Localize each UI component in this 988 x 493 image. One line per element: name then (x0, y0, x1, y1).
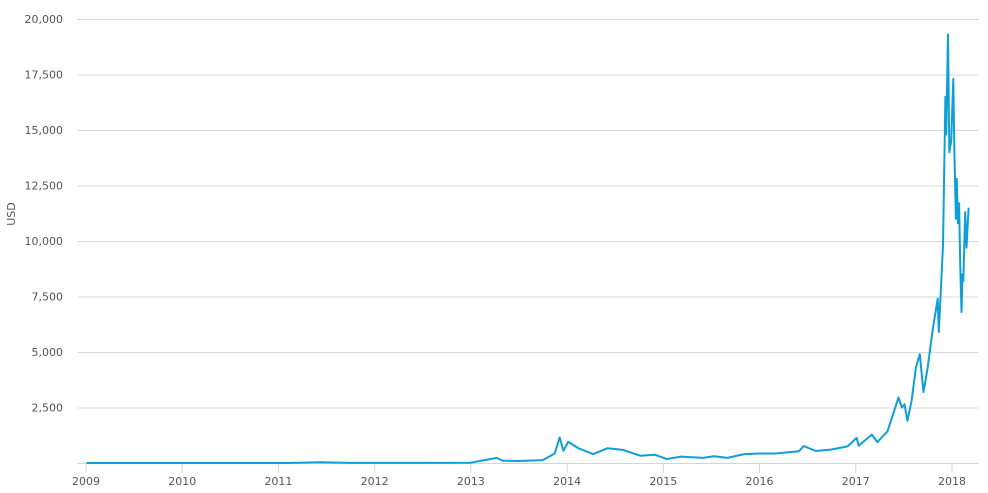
x-tick-label: 2010 (168, 475, 196, 488)
x-tick-label: 2012 (361, 475, 389, 488)
series-line (86, 33, 970, 464)
x-tick-label: 2011 (264, 475, 292, 488)
x-tick-label: 2015 (649, 475, 677, 488)
y-tick-label: 12,500 (25, 180, 64, 193)
x-tick-label: 2018 (938, 475, 966, 488)
y-axis-ticks: 2,500 5,000 7,500 10,000 12,500 15,000 17,500 2… (25, 13, 64, 415)
y-axis-label: USD (5, 202, 18, 226)
x-tick-label: 2017 (842, 475, 870, 488)
x-tick-label: 2014 (553, 475, 581, 488)
y-tick-label: 17,500 (25, 69, 64, 82)
y-tick-label: 20,000 (25, 13, 64, 26)
x-axis: 2009 2010 2011 2012 2013 2014 2015 2016 2017 2018 (72, 463, 978, 488)
x-tick-label: 2016 (746, 475, 774, 488)
y-tick-label: 15,000 (25, 124, 64, 137)
y-tick-label: 10,000 (25, 235, 64, 248)
x-tick-label: 2009 (72, 475, 100, 488)
x-tick-label: 2013 (457, 475, 485, 488)
gridlines (78, 19, 978, 409)
y-tick-label: 7,500 (32, 291, 64, 304)
y-tick-label: 5,000 (32, 346, 64, 359)
y-tick-label: 2,500 (32, 402, 64, 415)
